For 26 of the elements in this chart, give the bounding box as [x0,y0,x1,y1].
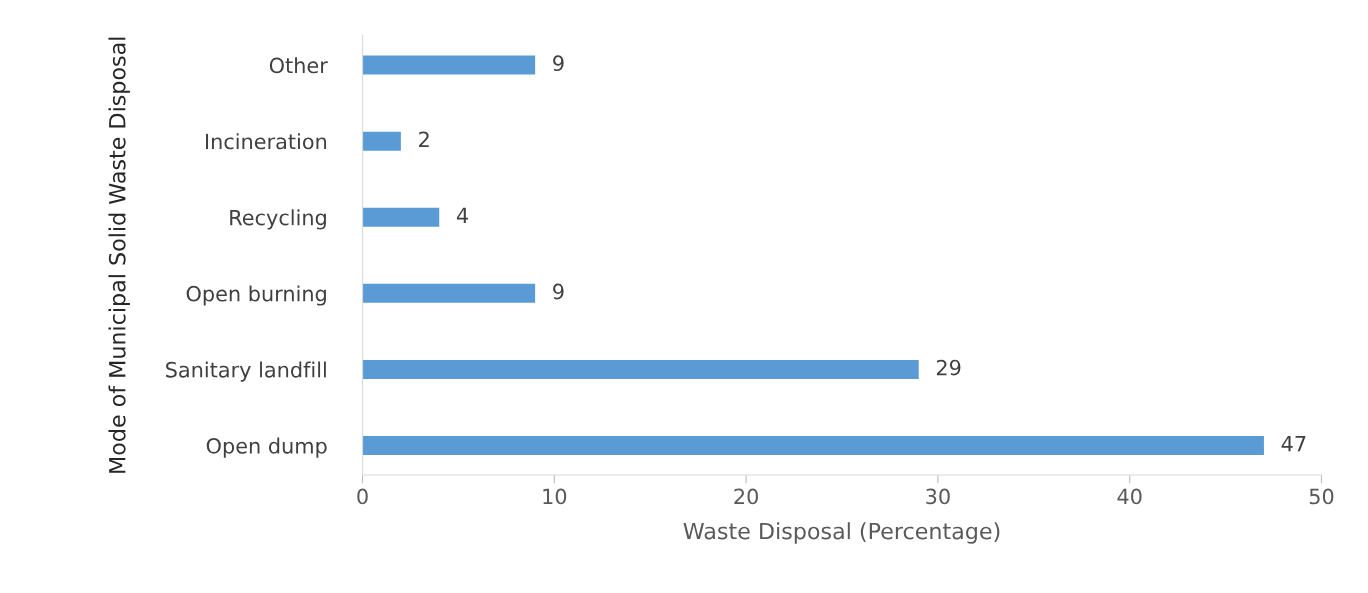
data-label: 47 [1281,436,1306,452]
x-tick-label: 0 [357,488,368,505]
data-label: 2 [419,131,429,147]
bar [362,131,401,151]
y-tick-label: Open dump [206,437,327,458]
y-tick-label: Incineration [205,133,327,150]
data-label: 4 [456,207,468,223]
x-tick-label: 20 [734,488,758,505]
bar [362,55,536,75]
x-tick-label: 10 [543,488,567,505]
x-tick-label: 50 [1309,488,1334,505]
bar [362,359,919,379]
y-tick-label: Recycling [230,209,326,230]
x-tick-label: 40 [1117,488,1142,505]
data-label: 9 [553,55,564,72]
bar [362,283,536,303]
y-tick-label: Other [269,57,328,74]
data-label: 29 [936,359,961,376]
bar [362,207,440,227]
data-label: 9 [553,283,564,300]
y-axis-title: Mode of Municipal Solid Waste Disposal [108,37,130,473]
x-tick-label: 30 [926,488,950,505]
bar [362,436,1264,456]
x-axis-title: Waste Disposal (Percentage) [683,522,1000,544]
y-tick-label: Open burning [186,285,326,306]
y-tick-label: Sanitary landfill [166,361,326,382]
